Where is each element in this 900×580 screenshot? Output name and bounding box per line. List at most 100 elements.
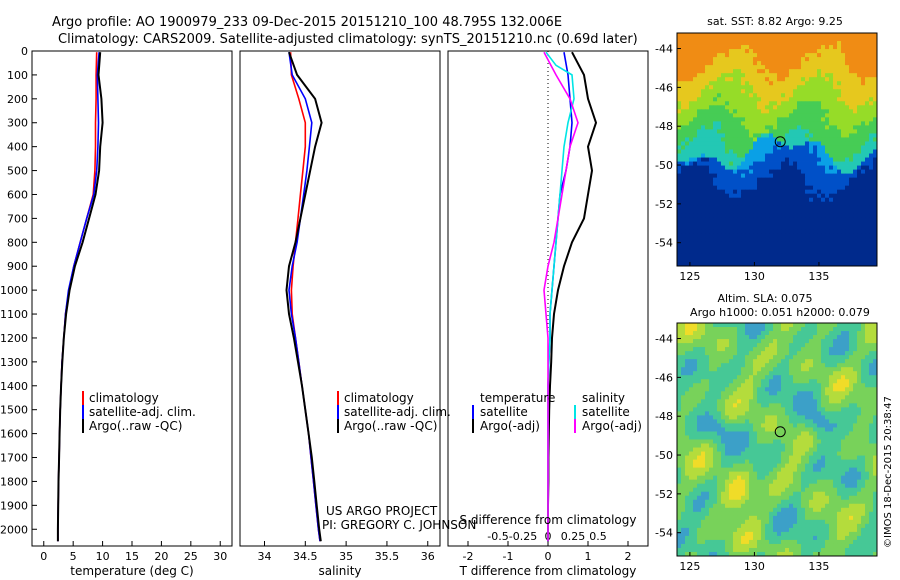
heatmap-cell <box>861 117 866 122</box>
heatmap-cell <box>761 245 766 251</box>
heatmap-cell <box>753 435 758 440</box>
heatmap-cell <box>677 193 682 199</box>
heatmap-cell <box>709 395 714 400</box>
heatmap-cell <box>749 323 754 328</box>
heatmap-cell <box>825 69 830 74</box>
heatmap-cell <box>813 439 818 444</box>
heatmap-cell <box>837 65 842 70</box>
heatmap-cell <box>829 399 834 404</box>
heatmap-cell <box>817 245 822 251</box>
heatmap-cell <box>705 53 710 58</box>
heatmap-cell <box>729 77 734 82</box>
heatmap-cell <box>733 463 738 469</box>
heatmap-cell <box>725 435 730 440</box>
heatmap-cell <box>725 45 730 50</box>
heatmap-cell <box>713 455 718 460</box>
heatmap-cell <box>801 201 806 207</box>
heatmap-cell <box>765 113 770 118</box>
heatmap-cell <box>809 347 814 352</box>
heatmap-cell <box>681 197 686 203</box>
heatmap-cell <box>849 85 854 90</box>
heatmap-cell <box>813 403 818 408</box>
legend-argo: Argo(..raw -QC) <box>89 419 182 433</box>
heatmap-cell <box>853 399 858 404</box>
heatmap-cell <box>869 57 874 62</box>
heatmap-cell <box>769 249 774 255</box>
heatmap-cell <box>697 343 702 348</box>
heatmap-cell <box>789 229 794 235</box>
heatmap-cell <box>817 379 822 384</box>
heatmap-cell <box>805 387 810 392</box>
heatmap-cell <box>789 261 794 267</box>
heatmap-cell <box>721 205 726 211</box>
heatmap-cell <box>761 185 766 191</box>
heatmap-cell <box>841 225 846 231</box>
heatmap-cell <box>829 407 834 412</box>
heatmap-cell <box>805 447 810 452</box>
heatmap-cell <box>813 411 818 416</box>
heatmap-cell <box>813 157 818 162</box>
heatmap-cell <box>797 423 802 428</box>
heatmap-cell <box>741 213 746 219</box>
heatmap-cell <box>841 249 846 255</box>
heatmap-cell <box>833 161 838 166</box>
heatmap-cell <box>825 201 830 207</box>
heatmap-cell <box>709 53 714 58</box>
heatmap-cell <box>865 249 870 255</box>
heatmap-cell <box>793 439 798 444</box>
heatmap-cell <box>837 213 842 219</box>
heatmap-cell <box>693 459 698 465</box>
heatmap-cell <box>769 427 774 432</box>
heatmap-cell <box>701 121 706 126</box>
heatmap-cell <box>713 387 718 392</box>
heatmap-cell <box>693 173 698 179</box>
heatmap-cell <box>829 237 834 243</box>
heatmap-cell <box>749 165 754 170</box>
heatmap-cell <box>777 471 782 477</box>
heatmap-cell <box>873 117 878 122</box>
heatmap-cell <box>865 61 870 66</box>
heatmap-cell <box>733 363 738 368</box>
heatmap-cell <box>705 343 710 348</box>
heatmap-cell <box>861 77 866 82</box>
heatmap-cell <box>853 149 858 154</box>
heatmap-cell <box>753 221 758 227</box>
heatmap-cell <box>833 77 838 82</box>
heatmap-cell <box>821 467 826 473</box>
heatmap-cell <box>709 161 714 166</box>
heatmap-cell <box>869 205 874 211</box>
heatmap-cell <box>821 399 826 404</box>
heatmap-cell <box>717 221 722 227</box>
heatmap-cell <box>865 431 870 436</box>
heatmap-cell <box>813 73 818 78</box>
heatmap-cell <box>825 41 830 46</box>
heatmap-cell <box>857 37 862 42</box>
heatmap-cell <box>853 97 858 102</box>
heatmap-cell <box>721 241 726 247</box>
heatmap-cell <box>753 217 758 223</box>
heatmap-cell <box>737 161 742 166</box>
heatmap-cell <box>729 257 734 263</box>
heatmap-cell <box>821 403 826 408</box>
heatmap-cell <box>693 261 698 267</box>
heatmap-cell <box>793 447 798 452</box>
heatmap-cell <box>753 395 758 400</box>
heatmap-cell <box>741 225 746 231</box>
heatmap-cell <box>757 455 762 460</box>
heatmap-cell <box>721 351 726 356</box>
heatmap-cell <box>745 383 750 388</box>
heatmap-cell <box>729 355 734 360</box>
heatmap-cell <box>721 141 726 146</box>
heatmap-cell <box>753 81 758 86</box>
heatmap-cell <box>685 253 690 259</box>
heatmap-cell <box>681 391 686 396</box>
heatmap-cell <box>757 57 762 62</box>
heatmap-cell <box>785 141 790 146</box>
heatmap-cell <box>805 185 810 191</box>
heatmap-cell <box>705 129 710 134</box>
heatmap-cell <box>729 451 734 456</box>
heatmap-cell <box>741 189 746 195</box>
heatmap-cell <box>701 81 706 86</box>
heatmap-cell <box>709 419 714 424</box>
heatmap-cell <box>761 117 766 122</box>
